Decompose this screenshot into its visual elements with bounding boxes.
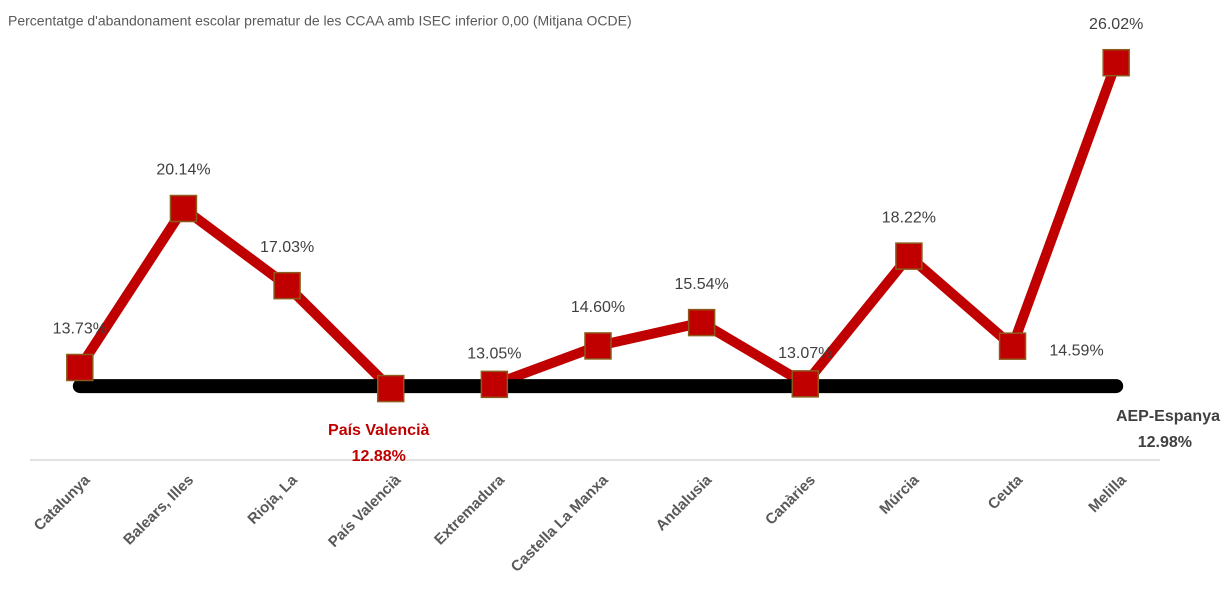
data-label: 13.05% (467, 346, 521, 363)
marker (895, 242, 923, 270)
data-label: 14.60% (571, 299, 625, 316)
data-label: 12.88% (352, 448, 406, 465)
marker (169, 194, 198, 223)
x-tick-label: Canàries (762, 472, 819, 529)
marker (1102, 48, 1130, 77)
x-tick-label: Rioja, La (244, 471, 301, 528)
marker (273, 271, 301, 300)
x-tick-label: Múrcia (876, 471, 923, 518)
data-label: 13.73% (53, 321, 107, 338)
marker (480, 370, 509, 399)
reference-name: AEP-Espanya (1116, 408, 1220, 425)
data-label: 26.02% (1089, 16, 1143, 33)
x-tick-label: Castella La Manxa (508, 471, 612, 575)
marker (376, 374, 405, 403)
annotation: País Valencià (328, 422, 430, 439)
x-tick-label: País Valencià (325, 471, 405, 551)
chart-title: Percentatge d'abandonament escolar prema… (8, 13, 632, 29)
data-label: 20.14% (156, 162, 210, 179)
marker (66, 353, 94, 382)
x-tick-label: Andalusia (653, 471, 716, 534)
data-label: 17.03% (260, 239, 314, 256)
x-tick-label: Melilla (1085, 471, 1130, 516)
reference-label: 12.98% (1138, 434, 1192, 451)
marker (791, 370, 820, 398)
x-tick-label: Ceuta (985, 471, 1027, 513)
x-tick-label: Extremadura (431, 471, 508, 548)
data-label: 13.07% (778, 345, 832, 362)
data-label: 18.22% (882, 209, 936, 226)
data-label: 15.54% (675, 276, 729, 293)
marker (584, 332, 612, 360)
marker (998, 332, 1027, 360)
marker (687, 308, 716, 337)
x-tick-label: Catalunya (31, 471, 94, 534)
x-tick-label: Balears, Illes (120, 472, 197, 549)
data-label: 14.59% (1049, 342, 1103, 359)
